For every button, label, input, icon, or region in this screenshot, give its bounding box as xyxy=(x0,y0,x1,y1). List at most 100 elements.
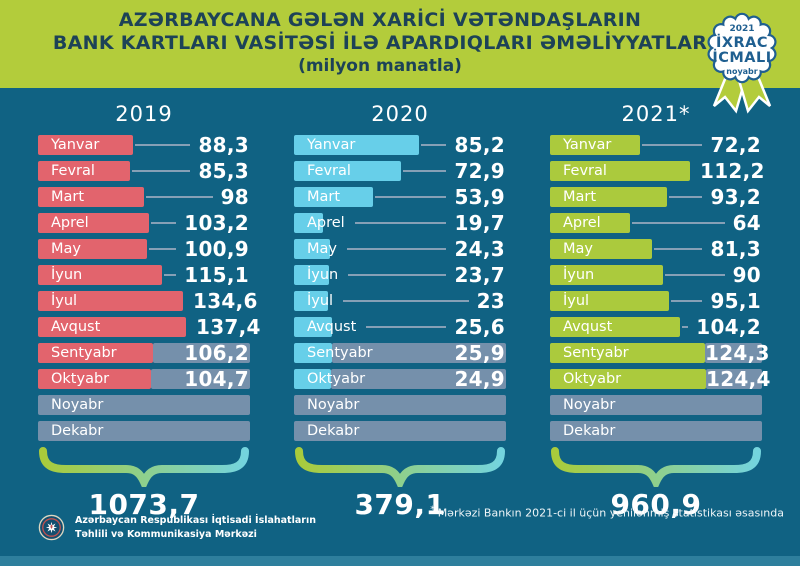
badge-title-line1: İXRAC xyxy=(716,34,768,51)
month-label: May xyxy=(307,241,337,257)
month-rows: Yanvar 72,2 Fevral 112,2 Mart 93,2 Aprel… xyxy=(550,133,770,441)
month-value: 104,7 xyxy=(184,367,249,391)
bar-lead: Fevral xyxy=(550,161,690,181)
bar-row: İyun 115,1 xyxy=(38,263,250,287)
ixrac-icmali-badge: 2021 İXRAC İCMALI noyabr xyxy=(690,4,794,120)
bar-row: Yanvar 72,2 xyxy=(550,133,762,157)
month-label: Dekabr xyxy=(563,423,616,439)
month-label: Sentyabr xyxy=(307,345,373,361)
month-bar xyxy=(550,135,640,155)
no-data-fill xyxy=(331,369,506,389)
month-bar xyxy=(294,265,329,285)
year-label: 2021* xyxy=(621,102,691,126)
footnote: * Mərkəzi Bankın 2021-ci il üçün yenilənm… xyxy=(430,505,784,520)
month-bar xyxy=(550,161,690,181)
month-value: 124,3 xyxy=(705,341,770,365)
month-label: İyul xyxy=(563,293,590,309)
bar-row: Sentyabr 106,2 xyxy=(38,341,250,365)
bar-lead: Sentyabr xyxy=(38,343,153,363)
brace-icon xyxy=(39,447,249,487)
year-column: 2020 Yanvar 85,2 Fevral 72,9 Mart 53,9 A… xyxy=(294,88,506,521)
year-total: 960,9 xyxy=(610,488,702,521)
organization-name: Azərbaycan Respublikası İqtisadi İslahat… xyxy=(75,514,316,542)
bar-lead: Aprel xyxy=(38,213,149,233)
month-rows: Yanvar 85,2 Fevral 72,9 Mart 53,9 Aprel … xyxy=(294,133,506,441)
bar-lead: Aprel xyxy=(550,213,630,233)
month-value: 81,3 xyxy=(710,237,761,261)
month-label: Aprel xyxy=(563,215,601,231)
month-value: 104,2 xyxy=(696,315,761,339)
bar-lead: Dekabr xyxy=(38,421,111,441)
bar-lead: Fevral xyxy=(38,161,130,181)
month-bar xyxy=(550,265,663,285)
bar-lead: İyul xyxy=(294,291,341,311)
connector-line xyxy=(403,170,447,172)
connector-line xyxy=(346,248,447,250)
month-label: Fevral xyxy=(563,163,607,179)
bar-row: Fevral 85,3 xyxy=(38,159,250,183)
bar-lead: Mart xyxy=(38,187,144,207)
month-value: 64 xyxy=(732,211,761,235)
bar-row: Mart 53,9 xyxy=(294,185,506,209)
month-bar xyxy=(550,213,630,233)
month-bar xyxy=(294,239,330,259)
connector-line xyxy=(375,196,447,198)
month-bar xyxy=(294,369,331,389)
year-column: 2019 Yanvar 88,3 Fevral 85,3 Mart 98 Apr… xyxy=(38,88,260,521)
bar-lead: Yanvar xyxy=(294,135,419,155)
month-label: Sentyabr xyxy=(51,345,117,361)
title-banner: AZƏRBAYCANA GƏLƏN XARİCİ VƏTƏNDAŞLARIN B… xyxy=(0,0,800,88)
month-label: Oktyabr xyxy=(307,371,366,387)
month-value: 23,7 xyxy=(454,263,505,287)
month-bar xyxy=(38,161,130,181)
organization-block: Azərbaycan Respublikası İqtisadi İslahat… xyxy=(38,514,316,542)
month-value: 112,2 xyxy=(700,159,765,183)
month-value: 90 xyxy=(732,263,761,287)
connector-line xyxy=(343,300,469,302)
no-data-fill xyxy=(706,369,762,389)
month-label: Avqust xyxy=(51,319,101,335)
bar-row: Fevral 112,2 xyxy=(550,159,764,183)
bar-lead: İyun xyxy=(38,265,162,285)
connector-line xyxy=(654,248,703,250)
bar-lead: Sentyabr xyxy=(294,343,381,363)
bar-row: Oktyabr 24,9 xyxy=(294,367,506,391)
bar-lead: İyun xyxy=(294,265,346,285)
connector-line xyxy=(151,222,177,224)
badge-title-line2: İCMALI xyxy=(712,49,771,66)
bar-row: Aprel 103,2 xyxy=(38,211,250,235)
connector-line xyxy=(354,222,447,224)
month-bar xyxy=(38,317,186,337)
month-value: 115,1 xyxy=(184,263,249,287)
organization-line2: Təhlili və Kommunikasiya Mərkəzi xyxy=(75,528,257,540)
month-bar xyxy=(550,317,680,337)
brace-icon xyxy=(295,447,505,487)
connector-line xyxy=(149,248,177,250)
no-data-fill xyxy=(705,343,762,363)
month-bar xyxy=(38,213,149,233)
no-data-fill xyxy=(38,395,250,415)
month-bar xyxy=(294,161,401,181)
bar-row: Mart 93,2 xyxy=(550,185,762,209)
month-label: Noyabr xyxy=(51,397,104,413)
bar-lead: Avqust xyxy=(38,317,186,337)
month-bar xyxy=(38,187,144,207)
bar-row: Oktyabr 104,7 xyxy=(38,367,250,391)
connector-line xyxy=(366,326,447,328)
month-label: Fevral xyxy=(51,163,95,179)
bar-lead: May xyxy=(550,239,652,259)
connector-line xyxy=(348,274,447,276)
no-data-fill xyxy=(294,421,506,441)
connector-line xyxy=(421,144,447,146)
bar-lead: Aprel xyxy=(294,213,353,233)
bar-lead: Noyabr xyxy=(294,395,367,415)
bar-row: May 100,9 xyxy=(38,237,250,261)
bar-lead: Sentyabr xyxy=(550,343,705,363)
connector-line xyxy=(665,274,725,276)
month-label: May xyxy=(563,241,593,257)
bar-row: Noyabr xyxy=(550,395,762,415)
connector-line xyxy=(669,196,703,198)
month-bar xyxy=(294,317,332,337)
footnote-text: Mərkəzi Bankın 2021-ci il üçün yenilənmi… xyxy=(437,506,784,520)
no-data-fill xyxy=(332,343,506,363)
